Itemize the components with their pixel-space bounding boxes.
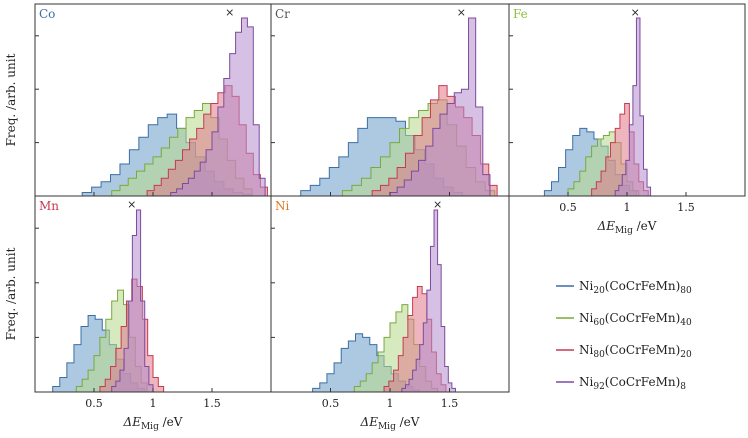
legend-item-ni92: Ni92(CoCrFeMn)8	[556, 375, 686, 392]
x-tick-label: 1.5	[677, 201, 695, 214]
x-tick-label: 1.5	[441, 397, 459, 410]
mean-marker: ×	[631, 6, 640, 19]
mean-marker: ×	[225, 6, 234, 19]
legend-label: Ni20(CoCrFeMn)80	[579, 279, 692, 296]
panel-label-fe: Fe	[513, 7, 528, 21]
mean-marker: ×	[127, 198, 136, 211]
panel-co: Co × Freq. /arb. unit	[4, 3, 272, 197]
legend-item-ni60: Ni60(CoCrFeMn)40	[556, 311, 692, 328]
panel-mn: 0.5 1 1.5 Mn × Freq. /arb. unit ΔEMig /eV	[4, 195, 272, 432]
panel-label-cr: Cr	[275, 7, 290, 21]
panel-fe: 0.5 1 1.5 Fe × ΔEMig /eV	[508, 3, 746, 236]
x-axis-label: ΔEMig /eV	[597, 219, 657, 236]
x-tick-label: 0.5	[85, 397, 103, 410]
histogram-fe-ni92	[614, 17, 652, 197]
x-tick-label: 1	[387, 397, 394, 410]
legend: Ni20(CoCrFeMn)80 Ni60(CoCrFeMn)40 Ni80(CoC…	[556, 279, 692, 392]
panel-label-mn: Mn	[39, 199, 59, 213]
mean-marker: ×	[457, 6, 466, 19]
x-tick-label: 0.5	[322, 397, 340, 410]
legend-label: Ni80(CoCrFeMn)20	[579, 343, 692, 360]
legend-label: Ni60(CoCrFeMn)40	[579, 311, 692, 328]
histogram-ni-ni92	[401, 209, 456, 393]
x-tick-label: 1	[624, 201, 631, 214]
histogram-mn-ni92	[111, 209, 154, 393]
legend-item-ni80: Ni80(CoCrFeMn)20	[556, 343, 692, 360]
mean-marker: ×	[433, 198, 442, 211]
legend-item-ni20: Ni20(CoCrFeMn)80	[556, 279, 692, 296]
histogram-co-ni92	[170, 17, 266, 197]
y-axis-label: Freq. /arb. unit	[4, 53, 18, 146]
legend-label: Ni92(CoCrFeMn)8	[579, 375, 686, 392]
y-axis-label: Freq. /arb. unit	[4, 247, 18, 340]
panel-label-ni: Ni	[275, 199, 290, 213]
panel-ni: 0.5 1 1.5 Ni × ΔEMig /eV	[270, 195, 510, 432]
panel-cr: Cr ×	[270, 3, 510, 197]
x-tick-label: 1	[150, 397, 157, 410]
x-tick-label: 1.5	[203, 397, 221, 410]
panel-label-co: Co	[39, 7, 55, 21]
x-axis-label: ΔEMig /eV	[360, 415, 420, 432]
histogram-cr-ni92	[389, 17, 491, 197]
x-axis-label: ΔEMig /eV	[123, 415, 183, 432]
x-tick-label: 0.5	[559, 201, 577, 214]
